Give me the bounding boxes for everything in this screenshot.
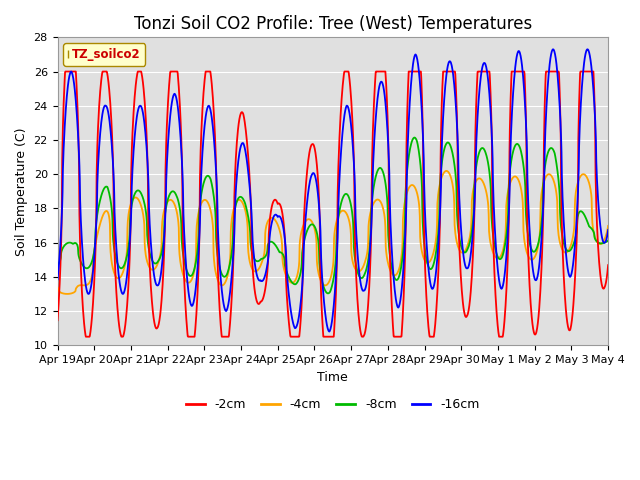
-8cm [324, 290, 332, 296]
-16cm [604, 227, 612, 233]
Line: -16cm: -16cm [58, 49, 608, 332]
-2cm [61, 69, 69, 74]
-4cm [463, 244, 471, 250]
X-axis label: Time: Time [317, 371, 348, 384]
-2cm [604, 262, 612, 268]
-2cm [141, 94, 148, 100]
-8cm [604, 238, 612, 243]
Y-axis label: Soil Temperature (C): Soil Temperature (C) [15, 127, 28, 255]
-8cm [319, 279, 326, 285]
-16cm [308, 172, 316, 178]
Line: -2cm: -2cm [58, 72, 608, 336]
-16cm [319, 276, 326, 282]
-8cm [411, 135, 419, 141]
-4cm [140, 218, 148, 224]
-8cm [544, 150, 552, 156]
-2cm [54, 317, 61, 323]
-16cm [584, 47, 591, 52]
-4cm [54, 285, 61, 290]
-2cm [463, 312, 471, 318]
-4cm [319, 281, 326, 287]
-16cm [463, 265, 470, 271]
Title: Tonzi Soil CO2 Profile: Tree (West) Temperatures: Tonzi Soil CO2 Profile: Tree (West) Temp… [134, 15, 532, 33]
-4cm [442, 168, 450, 174]
-4cm [544, 172, 552, 178]
-16cm [543, 86, 551, 92]
-8cm [463, 247, 471, 253]
Line: -4cm: -4cm [58, 171, 608, 294]
-4cm [308, 219, 316, 225]
-2cm [319, 328, 327, 334]
-4cm [598, 240, 605, 246]
-4cm [604, 223, 612, 229]
-16cm [140, 114, 147, 120]
-16cm [54, 276, 61, 282]
-2cm [308, 141, 316, 147]
-8cm [140, 197, 147, 203]
-2cm [82, 334, 90, 339]
Legend: -2cm, -4cm, -8cm, -16cm: -2cm, -4cm, -8cm, -16cm [181, 393, 485, 416]
-16cm [598, 233, 605, 239]
-4cm [63, 291, 71, 297]
Line: -8cm: -8cm [58, 138, 608, 293]
-8cm [54, 263, 61, 268]
-16cm [326, 329, 333, 335]
-8cm [598, 240, 605, 246]
-2cm [544, 69, 552, 74]
-2cm [598, 281, 605, 287]
-8cm [308, 221, 316, 227]
